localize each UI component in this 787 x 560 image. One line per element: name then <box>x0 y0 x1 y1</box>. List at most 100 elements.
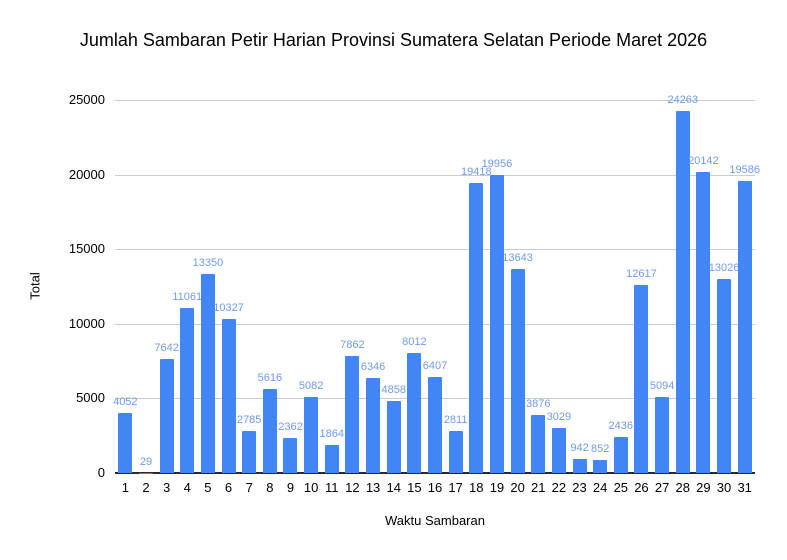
y-axis-title: Total <box>27 272 43 300</box>
bar-value-label-day-19: 19956 <box>481 158 513 171</box>
x-tick-label-18: 18 <box>469 480 484 495</box>
bar-day-29 <box>696 172 711 473</box>
x-tick-label-16: 16 <box>427 480 443 495</box>
bar-day-22 <box>551 427 566 473</box>
bar-day-6 <box>221 318 236 473</box>
bar-day-30 <box>717 278 732 473</box>
bar-value-label-day-4: 11061 <box>172 290 203 303</box>
bar-value-label-day-3: 7642 <box>154 341 179 354</box>
x-tick-label-13: 13 <box>365 480 381 495</box>
x-tick-label-14: 14 <box>386 480 401 495</box>
bar-value-label-day-24: 852 <box>590 443 610 456</box>
bar-day-31 <box>737 180 752 473</box>
bar-day-10 <box>304 397 319 473</box>
y-tick-label-25000: 25000 <box>68 92 105 107</box>
bar-day-12 <box>345 355 360 473</box>
plot-area: 0 5000 10000 15000 20000 25000 4052 1 29 2 7642 3 11… <box>69 92 760 495</box>
bar-day-15 <box>407 353 422 473</box>
bar-day-21 <box>531 415 546 473</box>
bar-day-14 <box>386 400 401 473</box>
bar-day-3 <box>159 358 174 473</box>
bar-day-18 <box>469 183 484 473</box>
x-tick-label-28: 28 <box>675 480 690 495</box>
x-tick-label-12: 12 <box>345 480 360 495</box>
gridline-10000 <box>115 323 755 325</box>
bar-day-26 <box>634 284 649 473</box>
bar-value-label-day-20: 13643 <box>502 252 533 265</box>
x-tick-label-24: 24 <box>592 480 608 495</box>
y-tick-label-20000: 20000 <box>68 166 105 182</box>
bar-day-16 <box>428 377 442 473</box>
bar-value-label-day-28: 24263 <box>667 94 699 106</box>
bar-value-label-day-5: 13350 <box>192 256 224 269</box>
bar-day-8 <box>262 389 277 473</box>
bar-value-label-day-8: 5616 <box>257 372 283 385</box>
bar-day-1 <box>118 412 133 473</box>
x-tick-label-5: 5 <box>204 480 212 495</box>
bar-value-label-day-30: 13026 <box>708 261 740 274</box>
y-tick-label-10000: 10000 <box>68 315 105 331</box>
x-axis-title: Waktu Sambaran <box>385 513 485 528</box>
x-tick-label-6: 6 <box>224 480 233 495</box>
x-tick-label-3: 3 <box>162 480 171 495</box>
y-tick-label-5000: 5000 <box>76 390 105 406</box>
bar-day-19 <box>489 175 504 473</box>
x-tick-label-25: 25 <box>613 480 629 495</box>
x-tick-label-30: 30 <box>716 480 732 495</box>
bar-value-label-day-11: 1864 <box>319 428 345 441</box>
bar-value-label-day-12: 7862 <box>340 338 365 351</box>
bar-day-27 <box>655 397 670 473</box>
x-tick-label-9: 9 <box>286 480 295 495</box>
bar-value-label-day-27: 5094 <box>649 380 675 392</box>
bar-value-label-day-16: 6407 <box>422 360 448 373</box>
bar-value-label-day-1: 4052 <box>113 395 138 408</box>
bar-value-label-day-2: 29 <box>139 455 153 468</box>
bar-value-label-day-13: 6346 <box>360 361 386 374</box>
bar-day-9 <box>283 437 298 473</box>
bar-day-5 <box>200 273 215 473</box>
gridline-25000 <box>115 100 755 101</box>
bar-value-label-day-9: 2362 <box>278 420 303 433</box>
bar-day-7 <box>242 431 257 473</box>
bar-value-label-day-31: 19586 <box>729 163 760 176</box>
x-tick-label-21: 21 <box>530 480 546 495</box>
x-tick-label-15: 15 <box>407 480 422 495</box>
x-tick-label-17: 17 <box>448 480 463 495</box>
bar-day-24 <box>593 460 608 473</box>
x-tick-label-22: 22 <box>551 480 567 495</box>
bar-value-label-day-22: 3029 <box>546 410 572 423</box>
x-tick-label-11: 11 <box>325 480 339 495</box>
bar-day-25 <box>613 436 628 473</box>
gridline-15000 <box>115 249 755 251</box>
bar-value-label-day-7: 2785 <box>236 414 262 427</box>
bar-value-label-day-21: 3876 <box>525 398 551 411</box>
bar-day-17 <box>448 431 463 473</box>
bar-day-23 <box>572 458 587 473</box>
y-tick-label-0: 0 <box>97 465 105 480</box>
bar-value-label-day-26: 12617 <box>626 267 657 280</box>
x-tick-label-31: 31 <box>737 480 752 495</box>
x-tick-label-20: 20 <box>510 480 525 495</box>
bar-value-label-day-23: 942 <box>570 441 589 454</box>
y-tick-label-15000: 15000 <box>68 241 105 257</box>
x-tick-label-1: 1 <box>121 480 129 495</box>
x-tick-label-7: 7 <box>245 480 253 495</box>
gridline-20000 <box>115 174 755 176</box>
bar-value-label-day-17: 2811 <box>443 414 468 427</box>
x-tick-label-29: 29 <box>696 480 711 495</box>
x-tick-label-27: 27 <box>654 480 670 495</box>
x-tick-label-4: 4 <box>183 480 191 495</box>
bar-day-28 <box>675 111 690 473</box>
x-tick-label-19: 19 <box>489 480 505 495</box>
bar-day-11 <box>324 445 339 473</box>
x-tick-label-8: 8 <box>266 480 274 495</box>
x-tick-label-2: 2 <box>142 480 150 495</box>
bar-value-label-day-29: 20142 <box>688 155 719 168</box>
bar-value-label-day-18: 19418 <box>460 166 492 179</box>
bar-day-20 <box>510 269 525 473</box>
bar-value-label-day-15: 8012 <box>402 336 427 349</box>
bar-value-label-day-25: 2436 <box>608 419 634 432</box>
bar-value-label-day-10: 5082 <box>298 380 324 393</box>
bar-value-label-day-6: 10327 <box>213 301 244 314</box>
